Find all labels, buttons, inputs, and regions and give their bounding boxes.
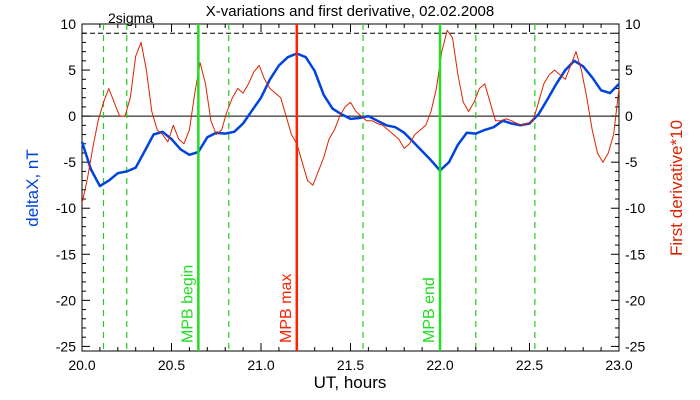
x-tick-label-0: 20.0 <box>68 357 95 373</box>
y-tick-label-left-2: 0 <box>68 108 76 124</box>
y-tick-label-right-6: -20 <box>625 292 645 308</box>
y-tick-label-right-5: -15 <box>625 246 645 262</box>
y-tick-label-right-1: 5 <box>625 62 633 78</box>
plot-frame <box>81 23 620 352</box>
marker-label-1: MPB max <box>278 274 295 343</box>
y-tick-label-left-7: -25 <box>56 338 76 354</box>
y-tick-label-left-1: 5 <box>68 62 76 78</box>
y-tick-label-right-2: 0 <box>625 108 633 124</box>
y-tick-label-left-6: -20 <box>56 292 76 308</box>
x-tick-label-2: 21.0 <box>247 357 274 373</box>
y-tick-label-right-0: 10 <box>625 16 641 32</box>
x-tick-label-4: 22.0 <box>426 357 453 373</box>
plot-area: 20.0 20.5 21.0 21.5 22.0 22.5 23.0 10 5 0 -5 -10 -15… <box>56 16 646 373</box>
y-tick-label-right-4: -10 <box>625 200 645 216</box>
x-tick-label-5: 22.5 <box>516 357 543 373</box>
x-tick-label-6: 23.0 <box>605 357 632 373</box>
x-tick-label-1: 20.5 <box>158 357 185 373</box>
y-tick-label-left-4: -10 <box>56 200 76 216</box>
y-axis-label-left: deltaX, nT <box>23 149 42 227</box>
y-tick-label-right-7: -25 <box>625 338 645 354</box>
sigma-label: 2sigma <box>108 10 153 26</box>
y-axis-label-right: First derivative*10 <box>667 120 686 256</box>
marker-label-0: MPB begin <box>179 265 196 343</box>
y-tick-label-left-5: -15 <box>56 246 76 262</box>
y-tick-label-left-3: -5 <box>64 154 77 170</box>
derivative-series-line <box>81 29 620 204</box>
deltaX-series-line <box>80 52 620 188</box>
y-tick-label-left-0: 10 <box>60 16 76 32</box>
marker-label-2: MPB end <box>421 277 438 343</box>
y-tick-label-right-3: -5 <box>625 154 638 170</box>
chart-title: X-variations and first derivative, 02.02… <box>206 3 495 20</box>
x-tick-label-3: 21.5 <box>337 357 364 373</box>
x-axis-label: UT, hours <box>314 373 387 392</box>
